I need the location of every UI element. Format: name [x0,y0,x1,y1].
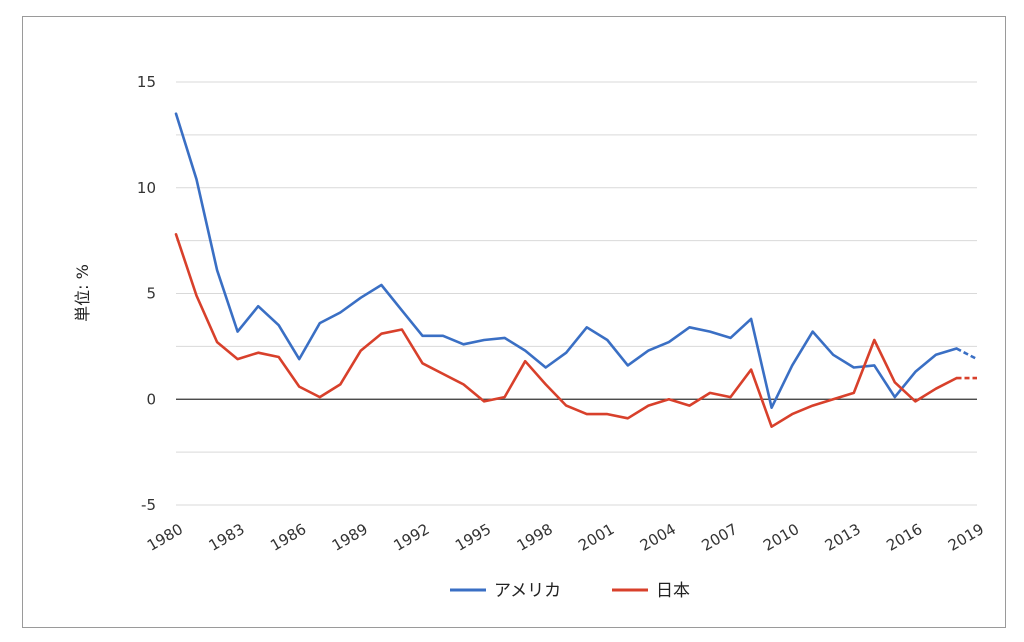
x-tick-label: 1983 [206,520,248,555]
x-tick-label: 1992 [390,520,432,555]
x-tick-label: 2001 [575,520,617,555]
legend-label: アメリカ [494,581,561,601]
legend-label: 日本 [656,581,690,601]
x-tick-label: 1995 [452,520,494,555]
x-tick-label: 2016 [883,520,925,555]
x-tick-label: 2004 [637,520,679,555]
series-line-america [174,112,958,410]
series-line-america-projection [955,347,978,361]
x-tick-label: 1989 [329,520,371,555]
gridlines [176,81,977,506]
x-tick-label: 1980 [144,520,186,555]
legend: アメリカ 日本 [450,581,690,601]
x-tick-label: 2010 [760,520,802,555]
y-axis-label: 単位: % [73,264,92,322]
x-axis-ticks: 1980 1983 1986 1989 1992 1995 1998 2001 2004 2007… [144,520,987,555]
series-lines [174,112,978,429]
series-line-japan [174,233,958,429]
y-tick-label: 0 [146,390,156,408]
x-tick-label: 2019 [945,520,987,555]
x-tick-label: 1986 [267,520,309,555]
x-tick-label: 1998 [514,520,556,555]
chart-frame [22,16,1006,628]
y-tick-label: 5 [146,285,156,303]
y-axis-ticks: -5 0 5 10 15 [137,73,156,514]
y-tick-label: 10 [137,179,156,197]
x-tick-label: 2013 [822,520,864,555]
x-tick-label: 2007 [699,520,741,555]
y-tick-label: 15 [137,73,156,91]
y-tick-label: -5 [141,496,156,514]
